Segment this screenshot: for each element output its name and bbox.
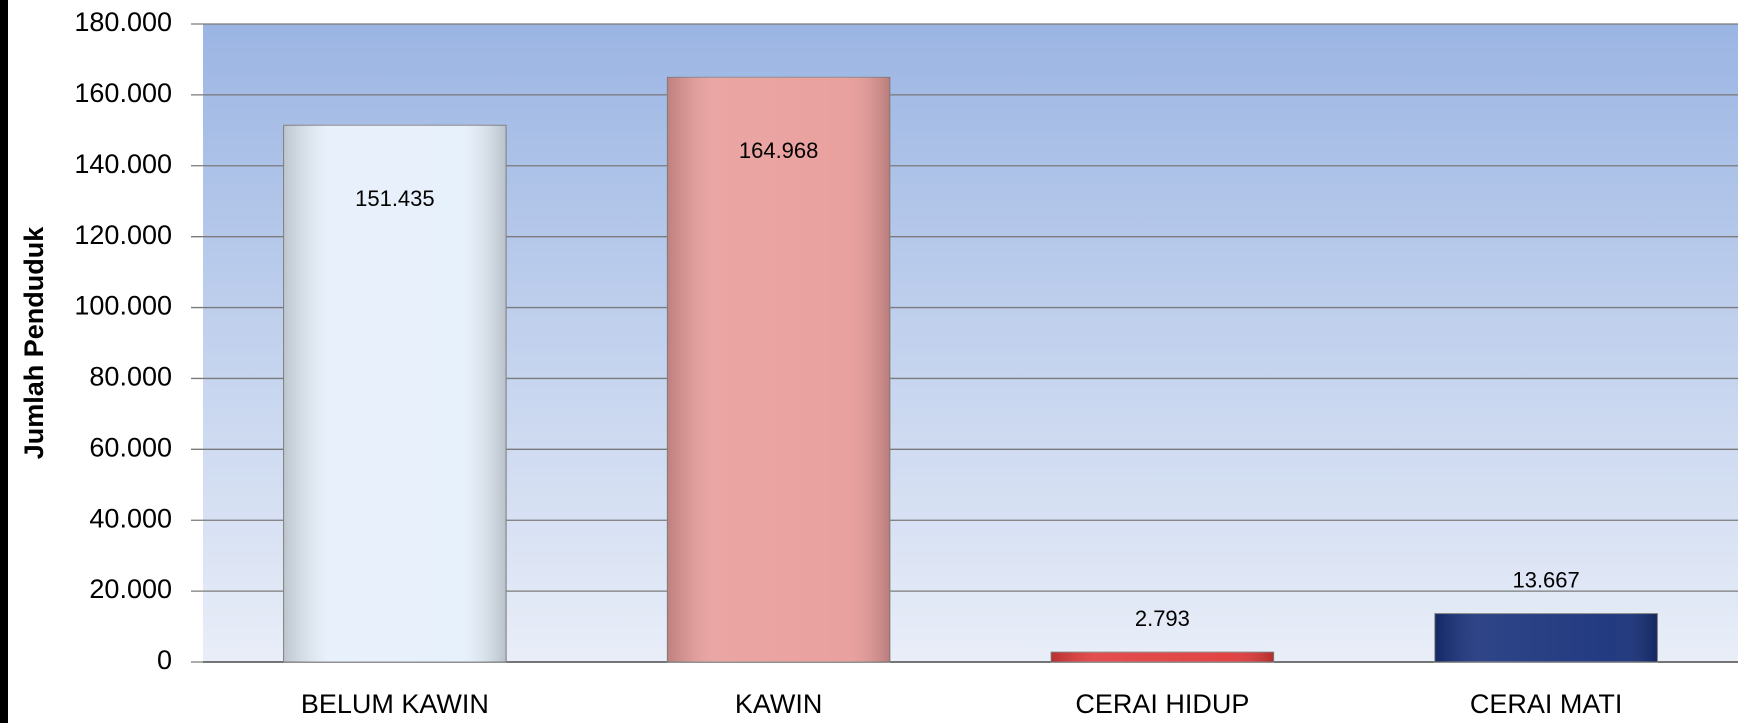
y-tick-label: 80.000 (89, 362, 172, 392)
y-axis-title: Jumlah Penduduk (19, 226, 49, 460)
bar-shade (283, 125, 507, 662)
y-tick-label: 0 (157, 645, 172, 675)
x-tick-label: KAWIN (735, 689, 823, 719)
x-tick-label: CERAI HIDUP (1075, 689, 1249, 719)
y-tick-label: 180.000 (74, 7, 172, 37)
y-tick-label: 20.000 (89, 574, 172, 604)
y-tick-label: 140.000 (74, 149, 172, 179)
bar-shade (667, 77, 890, 662)
y-tick-label: 60.000 (89, 432, 172, 462)
left-edge (0, 0, 8, 723)
y-tick-label: 160.000 (74, 78, 172, 108)
value-label: 151.435 (355, 186, 435, 211)
x-tick-label: BELUM KAWIN (301, 689, 489, 719)
y-tick-label: 40.000 (89, 503, 172, 533)
bar-shade (1434, 613, 1658, 662)
value-label: 164.968 (739, 138, 819, 163)
value-label: 2.793 (1135, 606, 1190, 631)
value-label: 13.667 (1512, 567, 1579, 592)
x-tick-label: CERAI MATI (1470, 689, 1623, 719)
y-tick-label: 100.000 (74, 291, 172, 321)
bar-shade (1051, 652, 1274, 662)
y-tick-label: 120.000 (74, 220, 172, 250)
